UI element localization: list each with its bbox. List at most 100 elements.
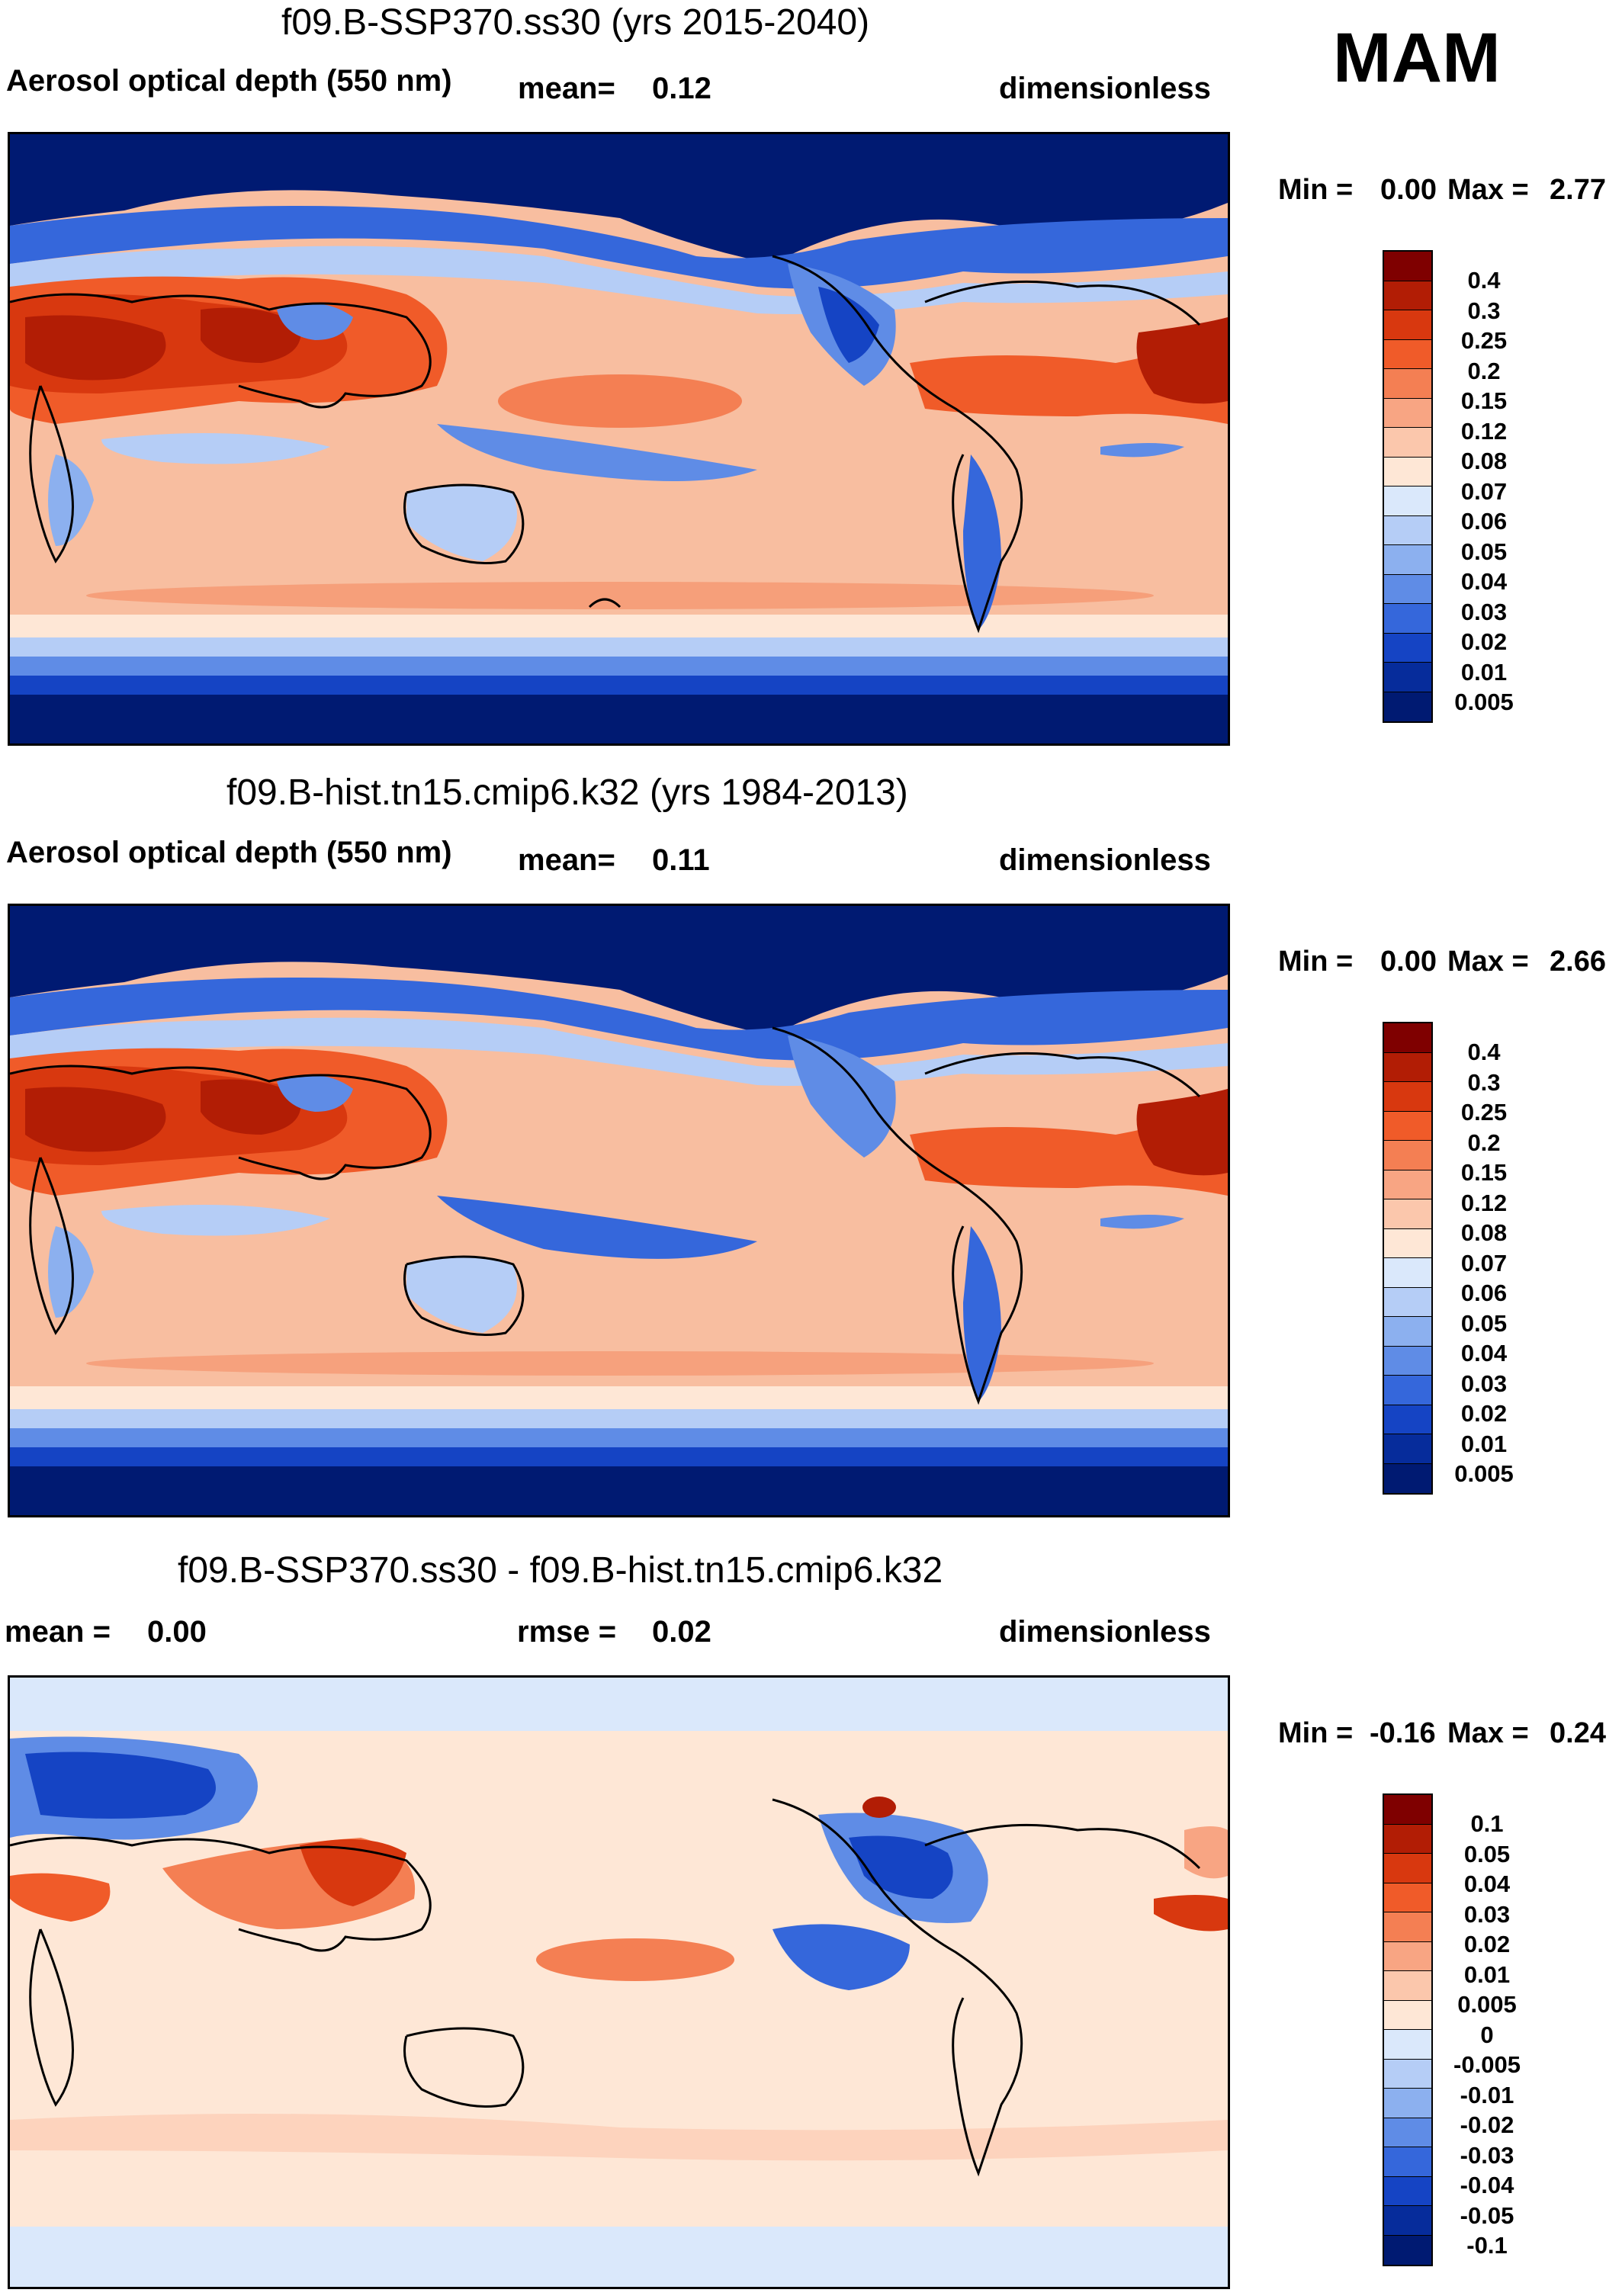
panel-3-rmse-label: rmse = [517,1615,617,1649]
panel-1-mean-value: 0.12 [652,72,711,105]
colorbar-swatch [1384,1199,1431,1229]
colorbar-swatch [1384,1912,1431,1942]
colorbar-swatch [1384,2059,1431,2089]
colorbar-label: 0.3 [1467,1069,1501,1096]
colorbar-label: 0.05 [1460,538,1508,565]
colorbar-label: 0.4 [1467,267,1501,294]
panel-1-mean-label: mean= [518,72,615,105]
colorbar-label: 0.04 [1460,568,1508,595]
colorbar-swatch [1384,1795,1431,1825]
panel-1-map [8,132,1230,746]
panel-2-min-label: Min = [1278,946,1354,978]
colorbar-label: 0.03 [1463,1901,1511,1928]
panel-2-mean-value: 0.11 [652,843,710,877]
panel-1-variable: Aerosol optical depth (550 nm) [6,64,452,98]
colorbar-swatch [1384,1228,1431,1258]
panel-3-units: dimensionless [999,1615,1211,1649]
panel-2-colorbar [1383,1022,1433,1495]
colorbar-swatch [1384,398,1431,428]
colorbar-swatch [1384,2147,1431,2177]
colorbar-swatch [1384,252,1431,281]
colorbar-swatch [1384,2030,1431,2060]
panel-1-max-value: 2.77 [1550,174,1606,206]
colorbar-label: 0.15 [1460,387,1508,414]
colorbar-label: -0.005 [1453,2051,1521,2078]
colorbar-swatch [1384,1170,1431,1199]
colorbar-label: 0.03 [1460,599,1508,625]
colorbar-swatch [1384,310,1431,340]
panel-1-min-label: Min = [1278,174,1354,206]
panel-2-map [8,904,1230,1517]
colorbar-label: 0.07 [1460,478,1508,505]
colorbar-swatch [1384,2176,1431,2206]
panel-2-max-value: 2.66 [1550,946,1606,978]
colorbar-label: 0.02 [1460,1400,1508,1427]
colorbar-label: 0.12 [1460,418,1508,445]
colorbar-label: -0.02 [1460,2111,1514,2138]
colorbar-label: 0.005 [1454,689,1514,715]
colorbar-label: -0.03 [1460,2142,1514,2169]
colorbar-label: 0.2 [1467,1129,1501,1156]
colorbar-swatch [1384,545,1431,575]
panel-3-max-label: Max = [1447,1717,1529,1749]
colorbar-label: 0.12 [1460,1190,1508,1216]
colorbar-swatch [1384,2118,1431,2147]
colorbar-swatch [1384,2089,1431,2118]
panel-1-max-label: Max = [1447,174,1529,206]
colorbar-label: 0.1 [1470,1810,1504,1837]
panel-2-title: f09.B-hist.tn15.cmip6.k32 (yrs 1984-2013… [226,772,908,813]
colorbar-label: -0.04 [1460,2172,1514,2198]
colorbar-label: 0.02 [1460,628,1508,655]
colorbar-swatch [1384,369,1431,399]
colorbar-label: 0.15 [1460,1159,1508,1186]
colorbar-swatch [1384,1258,1431,1288]
colorbar-swatch [1384,1111,1431,1141]
panel-3-max-value: 0.24 [1550,1717,1606,1749]
colorbar-label: 0.05 [1463,1841,1511,1867]
colorbar-swatch [1384,1141,1431,1170]
panel-3-title: f09.B-SSP370.ss30 - f09.B-hist.tn15.cmip… [178,1550,943,1591]
colorbar-label: 0.01 [1460,1431,1508,1457]
colorbar-label: -0.01 [1460,2082,1514,2108]
colorbar-label: 0.05 [1460,1310,1508,1337]
colorbar-label: 0.03 [1460,1370,1508,1397]
panel-3-min-value: -0.16 [1370,1717,1436,1749]
panel-2-min-value: 0.00 [1380,946,1437,978]
colorbar-swatch [1384,1854,1431,1883]
colorbar-swatch [1384,457,1431,486]
panel-2-units: dimensionless [999,843,1211,877]
panel-3-colorbar [1383,1793,1433,2266]
colorbar-swatch [1384,692,1431,721]
panel-3-rmse-value: 0.02 [652,1615,711,1649]
panel-2-max-label: Max = [1447,946,1529,978]
colorbar-swatch [1384,486,1431,516]
colorbar-swatch [1384,1824,1431,1854]
colorbar-swatch [1384,428,1431,458]
colorbar-swatch [1384,1346,1431,1376]
colorbar-swatch [1384,574,1431,604]
colorbar-label: 0.3 [1467,297,1501,324]
colorbar-label: -0.1 [1466,2232,1508,2259]
colorbar-swatch [1384,1376,1431,1405]
colorbar-label: 0.005 [1454,1460,1514,1487]
colorbar-swatch [1384,1287,1431,1317]
colorbar-swatch [1384,2235,1431,2265]
colorbar-label: 0.08 [1460,448,1508,474]
panel-1-title: f09.B-SSP370.ss30 (yrs 2015-2040) [281,2,870,43]
colorbar-label: 0.02 [1463,1931,1511,1957]
colorbar-label: 0.07 [1460,1250,1508,1276]
panel-3-mean-value: 0.00 [147,1615,207,1649]
colorbar-swatch [1384,281,1431,310]
panel-3-mean-label: mean = [5,1615,111,1649]
panel-3-map [8,1675,1230,2289]
colorbar-swatch [1384,1434,1431,1464]
colorbar-label: 0.08 [1460,1219,1508,1246]
colorbar-label: 0.25 [1460,327,1508,354]
colorbar-swatch [1384,1023,1431,1053]
colorbar-label: 0.01 [1463,1961,1511,1988]
panel-2-mean-label: mean= [518,843,615,877]
colorbar-swatch [1384,1052,1431,1082]
colorbar-swatch [1384,1941,1431,1971]
panel-1-min-value: 0.00 [1380,174,1437,206]
colorbar-swatch [1384,1883,1431,1912]
